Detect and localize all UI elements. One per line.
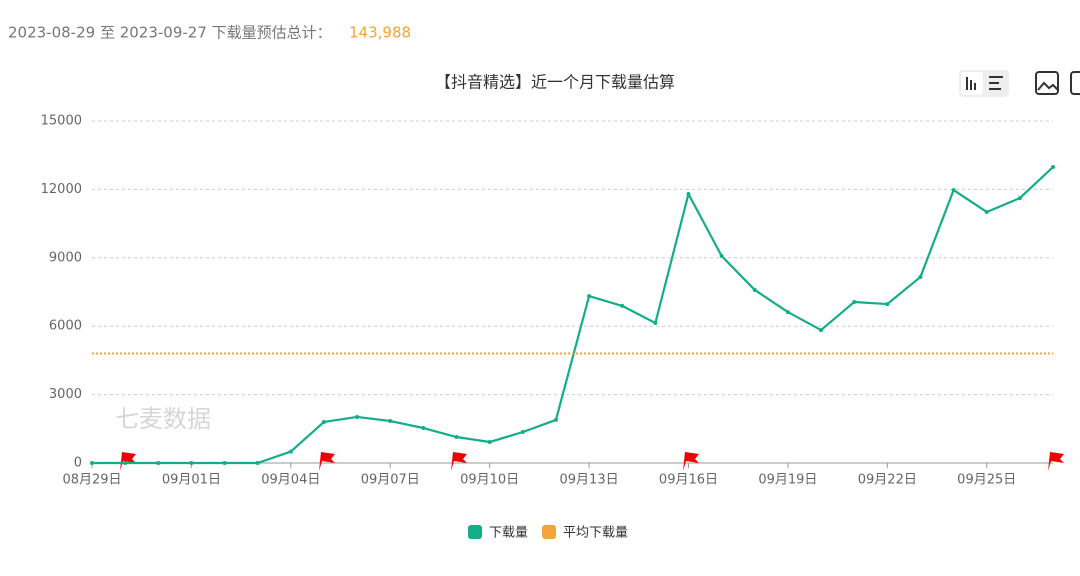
data-point	[653, 321, 658, 326]
data-point	[189, 461, 194, 465]
data-point	[553, 417, 558, 422]
image-button[interactable]	[1035, 71, 1059, 95]
legend-label: 平均下载量	[563, 526, 628, 541]
data-point	[984, 209, 989, 214]
data-point	[785, 310, 790, 315]
legend-swatch	[542, 525, 557, 539]
event-flag	[319, 452, 335, 471]
data-point	[156, 461, 161, 465]
data-point	[388, 419, 393, 424]
x-tick-label: 09月25日	[957, 473, 1016, 488]
data-point	[1017, 196, 1022, 201]
legend-swatch	[468, 525, 482, 539]
x-tick-label: 09月04日	[261, 473, 320, 488]
event-flag	[120, 452, 136, 471]
x-tick-label: 09月19日	[758, 473, 817, 488]
data-point	[951, 188, 956, 193]
chart-title: 【抖音精选】近一个月下载量估算	[435, 73, 675, 92]
header-label: 2023-08-29 至 2023-09-27 下载量预估总计：	[8, 24, 332, 42]
data-point	[123, 461, 128, 465]
event-flag	[451, 452, 467, 471]
data-line	[92, 166, 1054, 465]
list-view-button[interactable]	[989, 76, 1003, 90]
toolbar	[959, 70, 1080, 97]
data-point	[321, 419, 326, 424]
data-point	[222, 461, 227, 465]
x-tick-label: 09月07日	[361, 473, 420, 488]
x-tick-label: 09月01日	[162, 473, 221, 488]
data-point	[487, 440, 492, 445]
data-point	[852, 300, 857, 305]
y-tick-label: 9000	[49, 250, 82, 265]
header-total: 143,988	[349, 24, 411, 42]
event-flag	[683, 452, 699, 471]
data-point	[520, 429, 525, 434]
data-point	[885, 302, 890, 307]
y-tick-label: 15000	[41, 114, 82, 129]
data-point	[819, 328, 824, 333]
data-point	[587, 294, 592, 299]
y-tick-label: 6000	[49, 319, 82, 334]
x-tick-label: 09月13日	[560, 473, 619, 488]
data-point	[421, 426, 426, 431]
bar-icon	[966, 77, 976, 90]
x-tick-label: 09月16日	[659, 473, 718, 488]
event-flag	[1048, 452, 1064, 471]
data-point	[288, 449, 293, 454]
data-point	[1051, 165, 1055, 170]
x-tick-label: 09月22日	[858, 473, 917, 488]
y-tick-label: 3000	[49, 387, 82, 402]
y-tick-label: 0	[74, 456, 82, 471]
data-point	[255, 461, 260, 465]
legend-label: 下载量	[489, 526, 528, 541]
data-point	[686, 191, 691, 196]
data-point	[918, 274, 923, 279]
data-point	[719, 253, 724, 258]
data-point	[454, 435, 459, 440]
data-point	[620, 303, 625, 308]
x-tick-label: 09月10日	[460, 473, 519, 488]
data-point	[355, 414, 360, 419]
data-point	[90, 461, 94, 465]
data-point	[752, 287, 757, 292]
download-button[interactable]	[1070, 71, 1080, 95]
image-icon	[1037, 81, 1059, 91]
x-tick-label: 08月29日	[62, 473, 121, 488]
watermark: 七麦数据	[115, 405, 211, 433]
y-tick-label: 12000	[41, 182, 82, 197]
